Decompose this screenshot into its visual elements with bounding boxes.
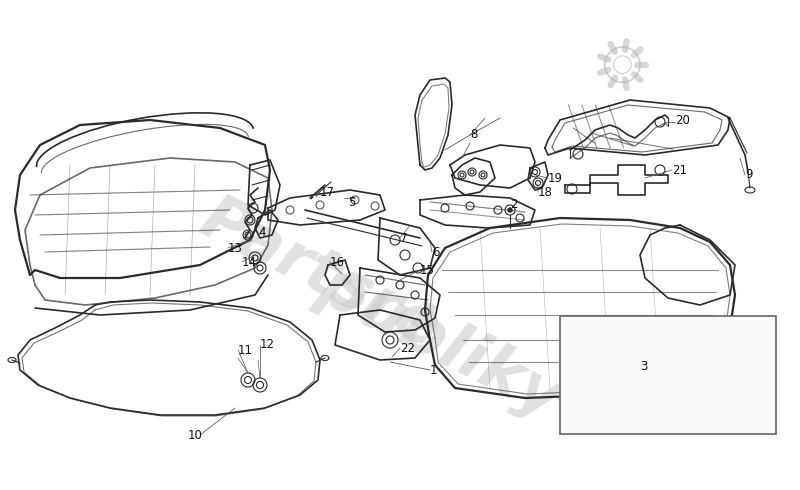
Text: 17: 17 xyxy=(320,186,335,198)
Text: 16: 16 xyxy=(330,255,345,269)
Text: 9: 9 xyxy=(745,169,753,181)
Text: 4: 4 xyxy=(258,225,266,239)
Bar xyxy=(560,316,776,434)
Text: 13: 13 xyxy=(228,242,243,254)
Text: 22: 22 xyxy=(400,342,415,354)
Text: 11: 11 xyxy=(238,343,253,357)
Text: 14: 14 xyxy=(242,255,257,269)
Text: publiky: publiky xyxy=(308,255,572,431)
Text: 7: 7 xyxy=(400,231,407,245)
Text: 8: 8 xyxy=(470,128,478,142)
Text: 5: 5 xyxy=(348,196,355,209)
Text: 18: 18 xyxy=(538,186,553,198)
Text: 6: 6 xyxy=(432,245,439,259)
Text: 10: 10 xyxy=(188,428,203,441)
Text: 12: 12 xyxy=(260,339,275,351)
Text: Partsre: Partsre xyxy=(190,188,450,361)
Text: 15: 15 xyxy=(420,264,435,276)
Text: 2: 2 xyxy=(510,198,518,212)
Text: 19: 19 xyxy=(548,172,563,185)
Text: 3: 3 xyxy=(640,361,647,373)
Text: 20: 20 xyxy=(675,114,690,126)
Ellipse shape xyxy=(508,208,512,212)
Text: 1: 1 xyxy=(430,364,438,376)
Text: 21: 21 xyxy=(672,164,687,176)
